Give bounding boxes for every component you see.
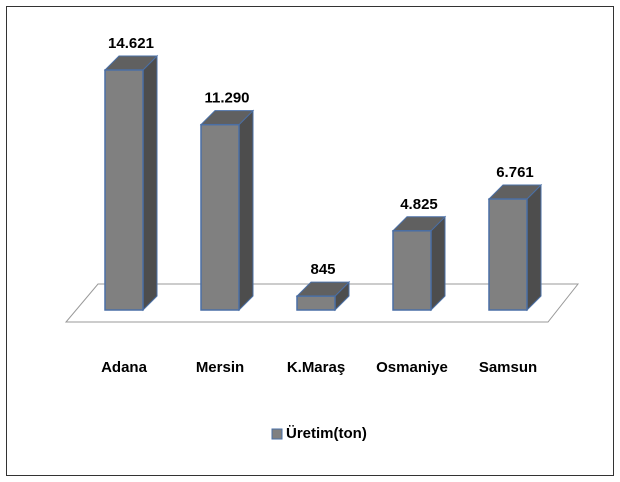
- bar: [200, 123, 240, 311]
- bar-side: [430, 215, 446, 312]
- bar-side: [526, 183, 542, 312]
- bar: [104, 69, 144, 311]
- data-label: 11.290: [204, 90, 249, 107]
- data-label: 6.761: [496, 164, 534, 181]
- x-tick-label: Samsun: [479, 359, 537, 376]
- data-label: 14.621: [108, 35, 154, 52]
- bar: [392, 230, 432, 311]
- data-label: 4.825: [400, 196, 438, 213]
- bar-side: [142, 54, 158, 312]
- x-tick-label: Mersin: [196, 359, 244, 376]
- x-tick-label: K.Maraş: [287, 359, 345, 376]
- bar-side: [238, 109, 254, 312]
- bar: [488, 198, 528, 311]
- bar: [296, 295, 336, 311]
- legend-label: Üretim(ton): [286, 425, 367, 442]
- data-label: 845: [310, 261, 335, 278]
- legend-swatch: [271, 428, 283, 440]
- x-tick-label: Adana: [101, 359, 148, 376]
- x-tick-label: Osmaniye: [376, 359, 448, 376]
